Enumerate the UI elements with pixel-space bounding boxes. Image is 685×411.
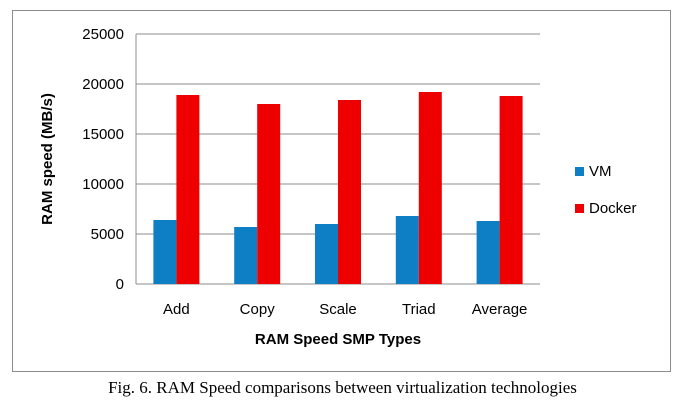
y-axis-title: RAM speed (MB/s) <box>39 93 56 225</box>
y-tick-label: 25000 <box>82 26 124 43</box>
bar-vm-add <box>153 220 177 284</box>
ram-speed-bar-chart: 0 5000 10000 15000 20000 25000 Add Copy Scale Tri… <box>39 26 637 348</box>
figure-caption: Fig. 6. RAM Speed comparisons between vi… <box>108 378 577 397</box>
x-tick-label: Add <box>163 301 190 318</box>
x-tick-label: Average <box>472 301 528 318</box>
y-tick-label: 10000 <box>82 176 124 193</box>
x-tick-label: Scale <box>319 301 357 318</box>
bar-docker-triad <box>418 92 442 284</box>
x-axis-title: RAM Speed SMP Types <box>255 331 421 348</box>
bar-docker-scale <box>338 100 361 284</box>
y-tick-label: 15000 <box>82 126 124 143</box>
legend-swatch-vm <box>575 167 584 176</box>
y-tick-label: 5000 <box>91 226 124 243</box>
bar-vm-average <box>476 221 500 284</box>
legend-label-vm: VM <box>589 163 612 180</box>
x-tick-label: Copy <box>240 301 276 318</box>
bar-docker-average <box>499 96 523 284</box>
x-tick-label: Triad <box>402 301 436 318</box>
bar-vm-scale <box>315 224 338 284</box>
legend-label-docker: Docker <box>589 200 637 217</box>
bar-docker-add <box>176 95 200 284</box>
legend-swatch-docker <box>575 204 584 213</box>
bar-vm-triad <box>395 216 419 284</box>
bar-vm-copy <box>234 227 258 284</box>
y-tick-label: 0 <box>116 276 124 293</box>
bar-docker-copy <box>257 104 281 284</box>
y-tick-label: 20000 <box>82 76 124 93</box>
